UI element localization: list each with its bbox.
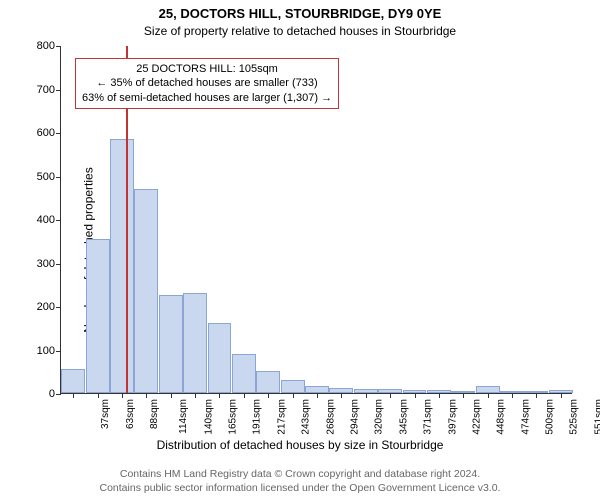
annotation-line: 25 DOCTORS HILL: 105sqm (82, 62, 332, 76)
x-tick-mark (317, 393, 318, 398)
x-tick-label: 474sqm (520, 397, 531, 435)
annotation-box: 25 DOCTORS HILL: 105sqm← 35% of detached… (75, 58, 339, 109)
x-tick-mark (146, 393, 147, 398)
x-tick-label: 294sqm (350, 397, 361, 435)
y-tick-mark (56, 351, 61, 352)
x-tick-mark (561, 393, 562, 398)
footer-attribution: Contains HM Land Registry data © Crown c… (0, 468, 600, 495)
histogram-bar (86, 239, 110, 393)
x-tick-mark (98, 393, 99, 398)
x-tick-mark (195, 393, 196, 398)
x-tick-label: 191sqm (252, 397, 263, 435)
x-tick-label: 88sqm (149, 397, 160, 429)
chart-subtitle: Size of property relative to detached ho… (0, 24, 600, 38)
x-tick-label: 217sqm (276, 397, 287, 435)
y-tick-mark (56, 46, 61, 47)
footer-line: Contains HM Land Registry data © Crown c… (0, 468, 600, 482)
histogram-bar (232, 354, 256, 393)
x-tick-mark (415, 393, 416, 398)
x-tick-label: 165sqm (228, 397, 239, 435)
x-tick-label: 551sqm (593, 397, 600, 435)
x-axis-label: Distribution of detached houses by size … (0, 438, 600, 452)
x-tick-mark (463, 393, 464, 398)
x-tick-mark (366, 393, 367, 398)
histogram-bar (281, 380, 305, 393)
x-tick-mark (122, 393, 123, 398)
histogram-bar (159, 295, 183, 393)
x-tick-mark (73, 393, 74, 398)
x-tick-mark (341, 393, 342, 398)
histogram-bar (61, 369, 85, 393)
y-tick-mark (56, 133, 61, 134)
x-tick-mark (390, 393, 391, 398)
x-tick-mark (439, 393, 440, 398)
x-tick-mark (171, 393, 172, 398)
x-tick-label: 320sqm (374, 397, 385, 435)
x-tick-label: 114sqm (178, 397, 189, 434)
annotation-line: 63% of semi-detached houses are larger (… (82, 91, 332, 105)
x-tick-label: 345sqm (398, 397, 409, 435)
x-tick-mark (268, 393, 269, 398)
histogram-chart: 25, DOCTORS HILL, STOURBRIDGE, DY9 0YE S… (0, 0, 600, 500)
x-tick-label: 422sqm (471, 397, 482, 435)
x-tick-label: 63sqm (125, 397, 136, 429)
x-tick-label: 140sqm (203, 397, 214, 435)
x-tick-mark (244, 393, 245, 398)
x-tick-label: 243sqm (301, 397, 312, 435)
x-tick-mark (219, 393, 220, 398)
x-tick-label: 37sqm (100, 397, 111, 429)
y-tick-mark (56, 90, 61, 91)
histogram-bar (134, 189, 158, 393)
footer-line: Contains public sector information licen… (0, 482, 600, 496)
x-tick-mark (536, 393, 537, 398)
y-tick-mark (56, 177, 61, 178)
annotation-line: ← 35% of detached houses are smaller (73… (82, 76, 332, 90)
x-tick-label: 448sqm (496, 397, 507, 435)
x-tick-mark (488, 393, 489, 398)
y-tick-mark (56, 394, 61, 395)
y-tick-mark (56, 220, 61, 221)
histogram-bar (256, 371, 280, 393)
chart-title: 25, DOCTORS HILL, STOURBRIDGE, DY9 0YE (0, 6, 600, 21)
x-tick-mark (293, 393, 294, 398)
x-tick-label: 397sqm (447, 397, 458, 435)
x-tick-mark (512, 393, 513, 398)
x-tick-label: 525sqm (569, 397, 580, 435)
y-tick-mark (56, 307, 61, 308)
x-tick-label: 500sqm (545, 397, 556, 435)
histogram-bar (110, 139, 134, 393)
histogram-bar (183, 293, 207, 393)
histogram-bar (208, 323, 232, 393)
x-tick-label: 268sqm (325, 397, 336, 435)
y-tick-mark (56, 264, 61, 265)
x-tick-label: 371sqm (423, 397, 434, 435)
